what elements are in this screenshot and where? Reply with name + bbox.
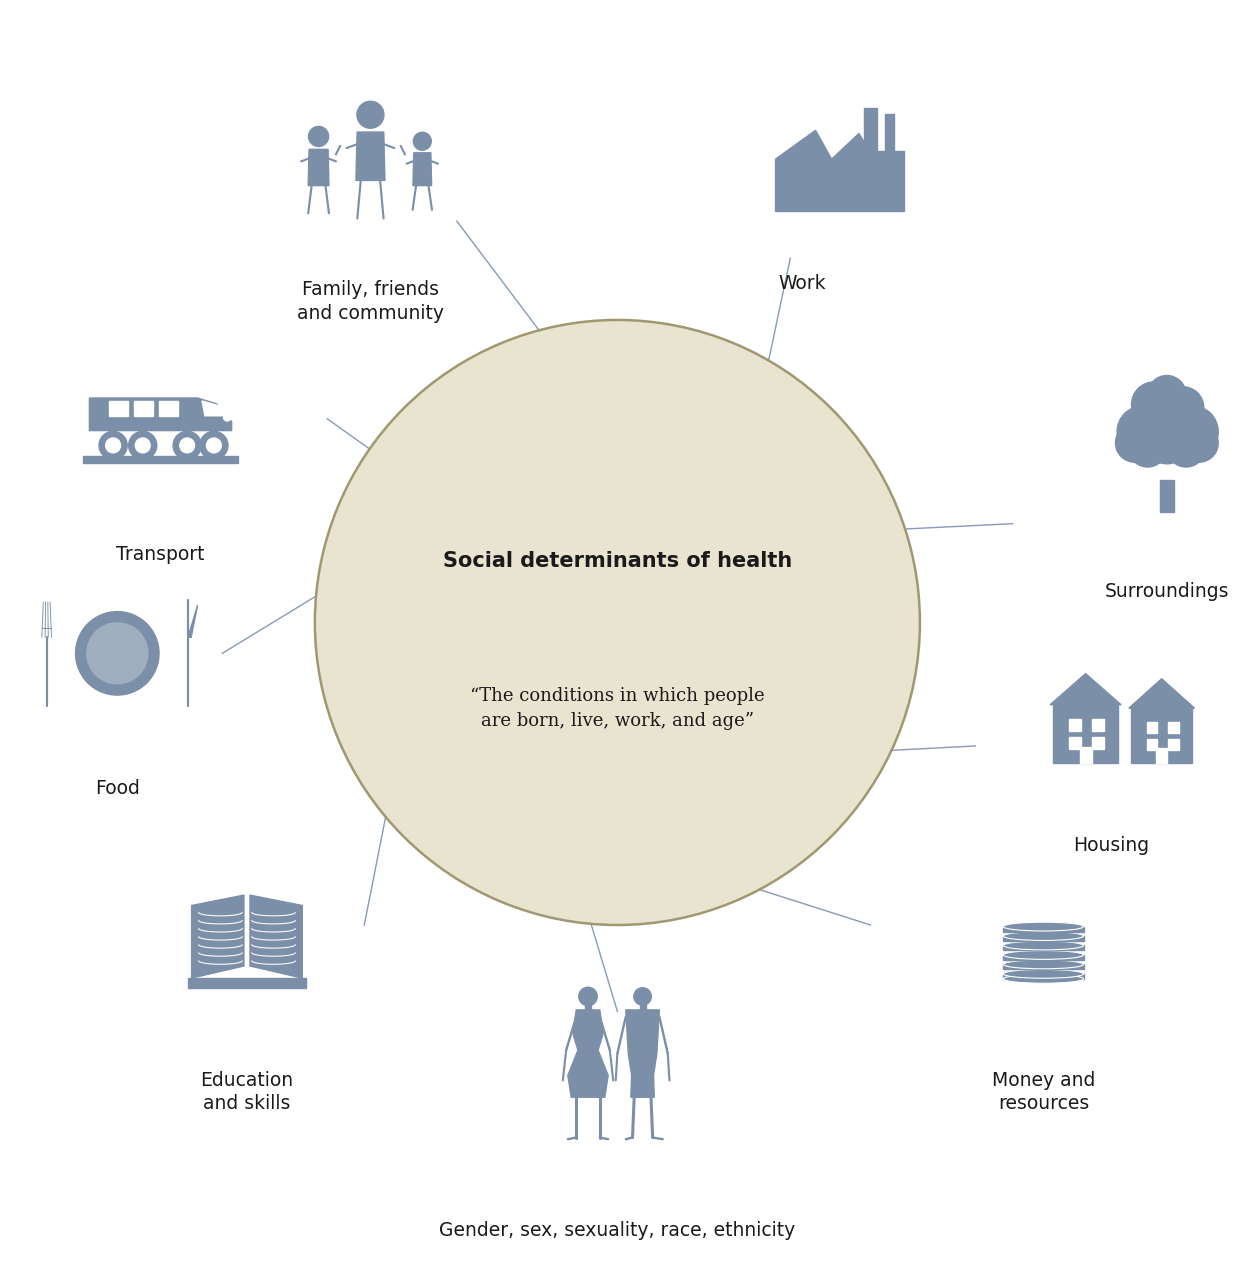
- Bar: [1003, 974, 1084, 979]
- Text: Food: Food: [95, 779, 139, 799]
- Bar: [1168, 738, 1178, 750]
- Bar: [1147, 738, 1157, 750]
- Polygon shape: [188, 978, 306, 988]
- Polygon shape: [631, 1076, 654, 1097]
- Polygon shape: [202, 401, 225, 415]
- Bar: [1069, 737, 1081, 749]
- Circle shape: [1133, 387, 1200, 454]
- Polygon shape: [567, 1010, 608, 1076]
- Circle shape: [207, 438, 221, 453]
- Bar: [884, 114, 894, 159]
- Circle shape: [180, 438, 194, 453]
- Circle shape: [309, 127, 328, 146]
- Bar: [1069, 719, 1081, 731]
- Circle shape: [173, 431, 202, 459]
- Bar: [1092, 719, 1103, 731]
- Bar: [1132, 708, 1192, 764]
- Bar: [863, 108, 877, 159]
- Bar: [1080, 747, 1091, 764]
- Circle shape: [578, 987, 597, 1005]
- Circle shape: [1162, 387, 1204, 428]
- Bar: [1003, 936, 1084, 941]
- Circle shape: [1179, 423, 1218, 463]
- Circle shape: [100, 431, 127, 459]
- Text: Transport: Transport: [116, 545, 205, 564]
- Polygon shape: [188, 605, 198, 637]
- Text: Surroundings: Surroundings: [1105, 582, 1229, 601]
- Circle shape: [136, 438, 151, 453]
- Polygon shape: [1050, 673, 1121, 705]
- Polygon shape: [413, 153, 432, 186]
- Ellipse shape: [1003, 974, 1084, 983]
- Bar: [1003, 927, 1084, 932]
- Ellipse shape: [1003, 950, 1084, 959]
- Polygon shape: [250, 895, 302, 978]
- Ellipse shape: [1003, 941, 1084, 950]
- Circle shape: [634, 987, 652, 1005]
- Circle shape: [200, 431, 228, 459]
- Circle shape: [1116, 423, 1154, 463]
- Bar: [1147, 722, 1157, 733]
- Bar: [775, 159, 904, 210]
- Circle shape: [315, 320, 919, 926]
- Ellipse shape: [1003, 922, 1084, 931]
- Circle shape: [224, 414, 231, 420]
- Bar: [1003, 964, 1084, 969]
- Polygon shape: [1128, 678, 1194, 708]
- Text: Gender, sex, sexuality, race, ethnicity: Gender, sex, sexuality, race, ethnicity: [439, 1222, 795, 1241]
- Bar: [1168, 722, 1178, 733]
- Ellipse shape: [1003, 969, 1084, 978]
- Bar: [875, 151, 904, 159]
- Bar: [1003, 955, 1084, 960]
- Text: Work: Work: [779, 274, 826, 294]
- Circle shape: [413, 132, 432, 150]
- Circle shape: [1132, 382, 1177, 427]
- Bar: [159, 401, 178, 415]
- Polygon shape: [309, 149, 328, 186]
- Polygon shape: [356, 132, 384, 181]
- Circle shape: [106, 438, 121, 453]
- Circle shape: [1117, 406, 1168, 458]
- Circle shape: [87, 623, 148, 683]
- Circle shape: [1143, 415, 1191, 464]
- Bar: [108, 401, 128, 415]
- Circle shape: [128, 431, 157, 459]
- Bar: [639, 1000, 646, 1010]
- Text: Social determinants of health: Social determinants of health: [443, 551, 792, 570]
- Ellipse shape: [1003, 932, 1084, 941]
- Text: Money and
resources: Money and resources: [991, 1070, 1095, 1113]
- Circle shape: [1148, 376, 1186, 414]
- Circle shape: [1167, 406, 1218, 458]
- Bar: [1159, 479, 1174, 512]
- Polygon shape: [626, 1010, 659, 1076]
- Circle shape: [1128, 428, 1167, 467]
- Bar: [1092, 737, 1103, 749]
- Bar: [1052, 705, 1118, 764]
- Bar: [134, 401, 153, 415]
- Text: Education
and skills: Education and skills: [200, 1070, 294, 1113]
- Polygon shape: [192, 895, 244, 978]
- Text: Family, friends
and community: Family, friends and community: [297, 281, 444, 323]
- Polygon shape: [832, 133, 875, 159]
- Circle shape: [1167, 428, 1205, 467]
- Bar: [1156, 747, 1167, 764]
- Text: Housing: Housing: [1074, 836, 1149, 855]
- Polygon shape: [90, 397, 231, 431]
- Circle shape: [76, 612, 159, 695]
- Bar: [83, 456, 238, 463]
- Polygon shape: [775, 131, 832, 159]
- Ellipse shape: [1003, 960, 1084, 969]
- Bar: [1003, 946, 1084, 950]
- Polygon shape: [567, 1076, 608, 1097]
- Text: “The conditions in which people
are born, live, work, and age”: “The conditions in which people are born…: [470, 687, 765, 731]
- Circle shape: [357, 101, 384, 128]
- Bar: [585, 1000, 591, 1010]
